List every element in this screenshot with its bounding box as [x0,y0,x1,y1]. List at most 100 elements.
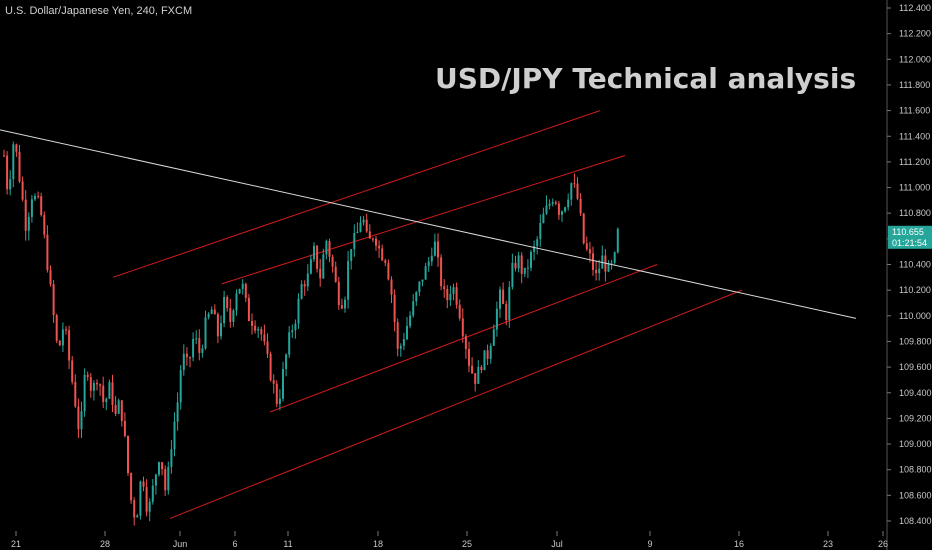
candle-up [530,251,532,268]
time-axis[interactable]: 21 28 Jun 6 11 18 25 Jul 9 16 23 26 [11,531,888,549]
candle-down [229,308,232,322]
candle-up [83,374,86,412]
candle-down [114,405,117,414]
candle-down [15,144,18,152]
candle-up [533,246,536,252]
candle-up [570,183,573,200]
candle-up [148,501,151,512]
candle-up [232,310,235,322]
price-tick-label: 111.200 [899,157,930,167]
candlestick-series [3,141,619,526]
channel-line [112,110,601,278]
candle-down [486,350,489,359]
candle-up [170,449,173,467]
candle-down [468,349,470,366]
price-tick-label: 111.800 [899,80,930,90]
candle-down [102,385,105,402]
candle-up [499,289,501,309]
candle-up [567,199,570,208]
time-tick-label: Jul [551,539,563,549]
channel-line [169,289,743,519]
candle-down [396,322,399,349]
candle-up [399,345,402,349]
candle-up [220,323,222,337]
candle-down [375,238,377,246]
candle-up [158,462,160,475]
candle-up [418,281,421,293]
candle-down [65,329,67,331]
candle-down [43,215,46,235]
candle-up [179,370,182,403]
candle-down [123,420,126,436]
candle-down [557,203,560,215]
candle-down [244,283,247,298]
candle-down [328,241,331,257]
candle-down [368,231,371,239]
candle-up [108,382,111,399]
candle-down [145,486,148,512]
last-price-badge: 110.655 01:21:54 [888,225,932,249]
candle-down [251,321,253,326]
candle-down [130,472,133,501]
candle-up [210,309,213,314]
time-tick-label: 25 [462,539,472,549]
candle-down [576,183,579,199]
time-tick-label: 26 [878,539,888,549]
candle-down [185,353,188,358]
price-tick-label: 108.600 [899,490,932,500]
candle-up [508,287,511,320]
candle-up [291,330,294,333]
candle-up [362,219,365,223]
trendline [0,129,857,319]
candle-down [99,384,102,386]
candle-up [526,267,529,269]
price-tick-label: 111.600 [899,106,930,116]
candle-down [455,287,458,305]
candle-up [195,338,198,340]
candle-down [71,360,74,382]
candle-up [313,245,315,260]
candle-up [176,402,179,422]
candle-up [12,144,15,180]
candle-down [464,336,467,350]
candle-down [384,260,387,263]
candle-up [204,317,207,349]
price-tick-label: 112.400 [899,3,931,13]
candle-down [319,268,322,279]
candle-down [437,241,439,258]
price-tick-label: 111.000 [899,183,930,193]
candle-up [607,262,610,272]
candle-up [616,228,619,253]
candle-down [378,245,381,249]
candle-up [235,293,238,311]
candle-down [502,289,505,304]
candle-up [347,260,350,300]
candle-down [582,213,585,244]
candle-up [359,222,362,232]
candle-up [80,411,83,430]
time-tick-label: 6 [232,539,237,549]
candle-down [588,249,591,254]
candle-up [182,353,185,371]
candle-down [514,262,517,269]
candle-down [133,500,136,518]
candle-down [520,255,523,274]
candle-down [272,380,275,384]
candle-up [350,249,353,261]
candle-up [288,332,291,355]
candle-down [40,196,43,216]
candle-down [68,330,71,361]
candle-down [316,245,319,269]
candle-up [30,199,33,217]
price-axis[interactable]: 112.400 112.200 112.000 111.800 111.600 111.4… [887,3,932,526]
price-tick-label: 108.400 [899,516,932,526]
candle-down [46,234,49,271]
candle-down [254,325,257,331]
time-tick-label: 9 [647,539,652,549]
candle-down [334,266,337,282]
candle-down [24,199,27,231]
candle-down [111,382,114,406]
candle-down [390,279,393,295]
candle-down [77,406,80,430]
